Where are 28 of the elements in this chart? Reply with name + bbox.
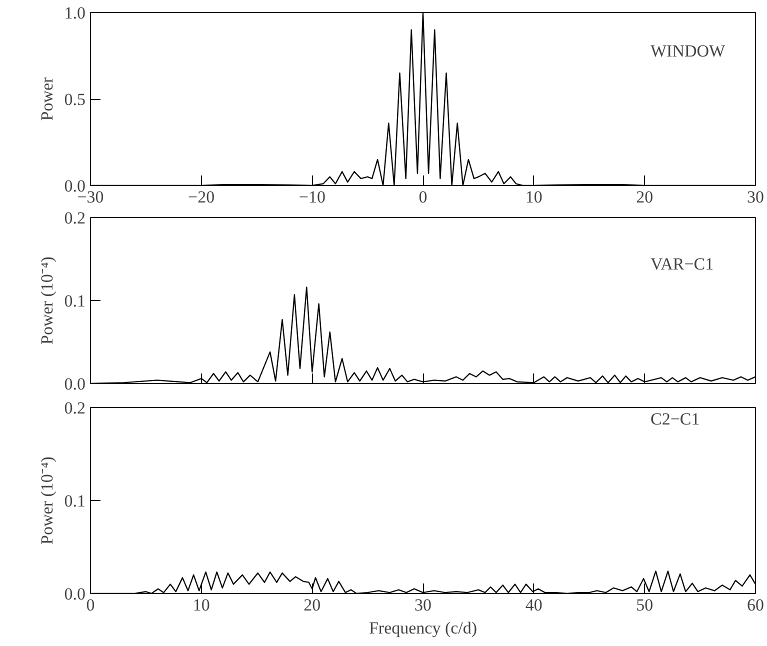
x-tick-label: −20 [188,188,215,206]
x-tick-label: 30 [414,596,432,614]
y-axis-title: Power (10⁻⁴) [37,256,56,344]
x-tick-label: 60 [747,596,764,614]
x-tick-label: 0 [418,188,428,206]
x-tick-label: 40 [525,596,542,614]
x-tick-label: 50 [636,596,654,614]
y-tick-label: 0.0 [64,584,86,604]
x-tick-label: −10 [298,188,326,206]
y-tick-label: 1.0 [64,4,86,22]
y-tick-label: 0.1 [64,492,86,510]
x-tick-label: 10 [192,596,210,614]
x-tick-label: 10 [525,188,542,206]
annotation: VAR−C1 [650,254,714,274]
y-tick-label: 0.2 [64,208,86,228]
y-axis-title: Power [37,76,56,121]
y-tick-label: 0.5 [64,90,86,109]
x-tick-label: 20 [304,596,321,614]
x-tick-label: 30 [747,188,764,206]
x-tick-label: 0 [86,596,95,614]
annotation: C2−C1 [650,410,700,428]
y-tick-label: 0.2 [64,398,86,418]
y-tick-label: 0.1 [64,292,86,310]
x-axis-title: Frequency (c/d) [368,618,478,638]
x-tick-label: 20 [636,188,654,206]
y-axis-title: Power (10⁻⁴) [37,456,56,544]
y-tick-label: 0.0 [64,374,86,394]
annotation: WINDOW [650,42,726,60]
